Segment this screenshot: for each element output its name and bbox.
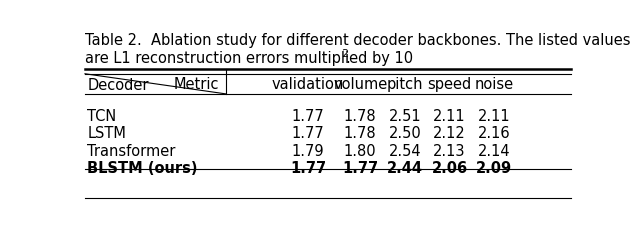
Text: are L1 reconstruction errors multiplied by 10: are L1 reconstruction errors multiplied … [85, 51, 413, 66]
Text: 1.79: 1.79 [292, 143, 324, 158]
Text: pitch: pitch [387, 77, 423, 92]
Text: 1.80: 1.80 [344, 143, 376, 158]
Text: 2.11: 2.11 [478, 108, 511, 123]
Text: .: . [346, 51, 350, 66]
Text: 2.12: 2.12 [433, 126, 466, 141]
Text: Decoder: Decoder [88, 78, 149, 93]
Text: 2.16: 2.16 [478, 126, 511, 141]
Text: Table 2.  Ablation study for different decoder backbones. The listed values: Table 2. Ablation study for different de… [85, 32, 630, 47]
Text: TCN: TCN [88, 108, 116, 123]
Text: Metric: Metric [173, 76, 219, 91]
Text: 2.09: 2.09 [476, 160, 512, 175]
Text: 2.06: 2.06 [431, 160, 468, 175]
Text: LSTM: LSTM [88, 126, 126, 141]
Text: 2.44: 2.44 [387, 160, 423, 175]
Text: 2.50: 2.50 [388, 126, 421, 141]
Text: 1.77: 1.77 [292, 126, 324, 141]
Text: 1.77: 1.77 [292, 108, 324, 123]
Text: 1.77: 1.77 [342, 160, 378, 175]
Text: validation: validation [272, 77, 344, 92]
Text: volume: volume [333, 77, 387, 92]
Text: 2.54: 2.54 [388, 143, 421, 158]
Text: 2.13: 2.13 [433, 143, 466, 158]
Text: 2.14: 2.14 [478, 143, 511, 158]
Text: 1.77: 1.77 [290, 160, 326, 175]
Text: Transformer: Transformer [88, 143, 176, 158]
Text: 2: 2 [341, 49, 349, 59]
Text: speed: speed [428, 77, 472, 92]
Text: BLSTM (ours): BLSTM (ours) [88, 160, 198, 175]
Text: 1.78: 1.78 [344, 108, 376, 123]
Text: 2.11: 2.11 [433, 108, 466, 123]
Text: noise: noise [475, 77, 514, 92]
Text: 2.51: 2.51 [388, 108, 421, 123]
Text: 1.78: 1.78 [344, 126, 376, 141]
